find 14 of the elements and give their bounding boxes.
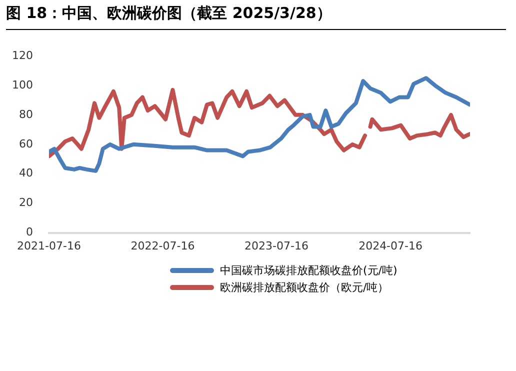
x-tick-label: 2021-07-16 (17, 239, 81, 252)
y-tick-label: 80 (18, 108, 33, 121)
y-tick-label: 60 (18, 137, 33, 150)
y-tick-label: 100 (12, 78, 33, 92)
y-tick-label: 120 (12, 48, 33, 62)
y-tick-label: 20 (18, 196, 33, 210)
x-tick-label: 2024-07-16 (358, 239, 423, 252)
chart-title: 图 18：中国、欧洲碳价图（截至 2025/3/28） (6, 4, 506, 30)
x-tick-label: 2023-07-16 (244, 239, 308, 252)
legend-label: 中国碳市场碳排放配额收盘价(元/吨) (220, 263, 398, 278)
legend-label: 欧洲碳排放配额收盘价（欧元/吨） (220, 280, 389, 295)
y-tick-label: 40 (18, 166, 33, 180)
x-tick-label: 2022-07-16 (130, 239, 195, 252)
y-tick-label: 0 (26, 226, 33, 239)
